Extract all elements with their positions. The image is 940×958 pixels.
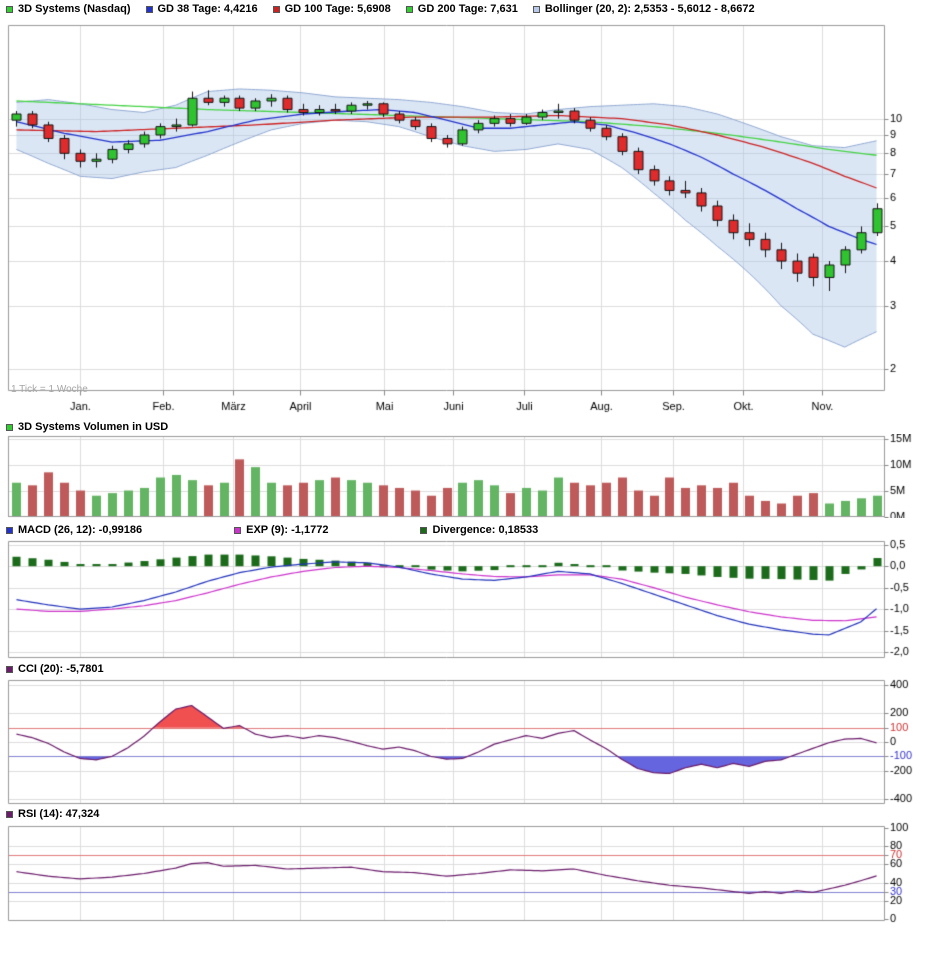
macd-panel-legend: MACD (26, 12): -0,99186 EXP (9): -1,1772… <box>6 524 630 536</box>
cci-panel-legend: CCI (20): -5,7801 <box>6 663 119 675</box>
legend-label: RSI (14): 47,324 <box>18 808 100 820</box>
price-panel-legend: 3D Systems (Nasdaq) GD 38 Tage: 4,4216 G… <box>6 3 770 15</box>
legend-item-rsi: RSI (14): 47,324 <box>6 808 99 820</box>
legend-item-gd38: GD 38 Tage: 4,4216 <box>145 3 258 15</box>
legend-label: GD 38 Tage: 4,4216 <box>157 3 258 15</box>
gd38-swatch-icon <box>145 5 153 13</box>
legend-item-divergence: Divergence: 0,18533 <box>420 524 538 536</box>
rsi-panel-canvas <box>0 822 940 924</box>
macd-swatch-icon <box>6 526 13 534</box>
gd200-swatch-icon <box>405 5 413 13</box>
legend-label: Divergence: 0,18533 <box>432 524 539 536</box>
legend-label: Bollinger (20, 2): 2,5353 - 5,6012 - 8,6… <box>544 3 755 15</box>
legend-item-exp: EXP (9): -1,1772 <box>234 524 328 536</box>
legend-label: GD 200 Tage: 7,631 <box>417 3 518 15</box>
macd-panel-canvas <box>0 538 940 660</box>
price-panel-canvas <box>0 22 940 420</box>
cci-swatch-icon <box>6 665 13 673</box>
rsi-panel-legend: RSI (14): 47,324 <box>6 808 114 820</box>
price-series-swatch-icon <box>6 5 13 13</box>
legend-label: EXP (9): -1,1772 <box>246 524 329 536</box>
legend-item-bollinger: Bollinger (20, 2): 2,5353 - 5,6012 - 8,6… <box>532 3 755 15</box>
legend-item-gd200: GD 200 Tage: 7,631 <box>405 3 518 15</box>
legend-label: MACD (26, 12): -0,99186 <box>18 524 143 536</box>
volume-panel-canvas <box>0 434 940 518</box>
legend-label: 3D Systems Volumen in USD <box>18 421 169 433</box>
legend-item-volume: 3D Systems Volumen in USD <box>6 421 168 433</box>
gd100-swatch-icon <box>272 5 280 13</box>
tick-interval-note: 1 Tick = 1 Woche <box>11 384 88 395</box>
bollinger-swatch-icon <box>532 5 540 13</box>
legend-label: CCI (20): -5,7801 <box>18 663 104 675</box>
legend-item-macd: MACD (26, 12): -0,99186 <box>6 524 142 536</box>
legend-label: 3D Systems (Nasdaq) <box>18 3 131 15</box>
volume-swatch-icon <box>6 423 13 431</box>
volume-panel-legend: 3D Systems Volumen in USD <box>6 421 183 433</box>
legend-item-gd100: GD 100 Tage: 5,6908 <box>272 3 391 15</box>
legend-item-cci: CCI (20): -5,7801 <box>6 663 104 675</box>
exp-swatch-icon <box>234 526 242 534</box>
cci-panel-canvas <box>0 676 940 806</box>
legend-item-price: 3D Systems (Nasdaq) <box>6 3 131 15</box>
legend-label: GD 100 Tage: 5,6908 <box>284 3 391 15</box>
rsi-swatch-icon <box>6 810 13 818</box>
divergence-swatch-icon <box>420 526 428 534</box>
